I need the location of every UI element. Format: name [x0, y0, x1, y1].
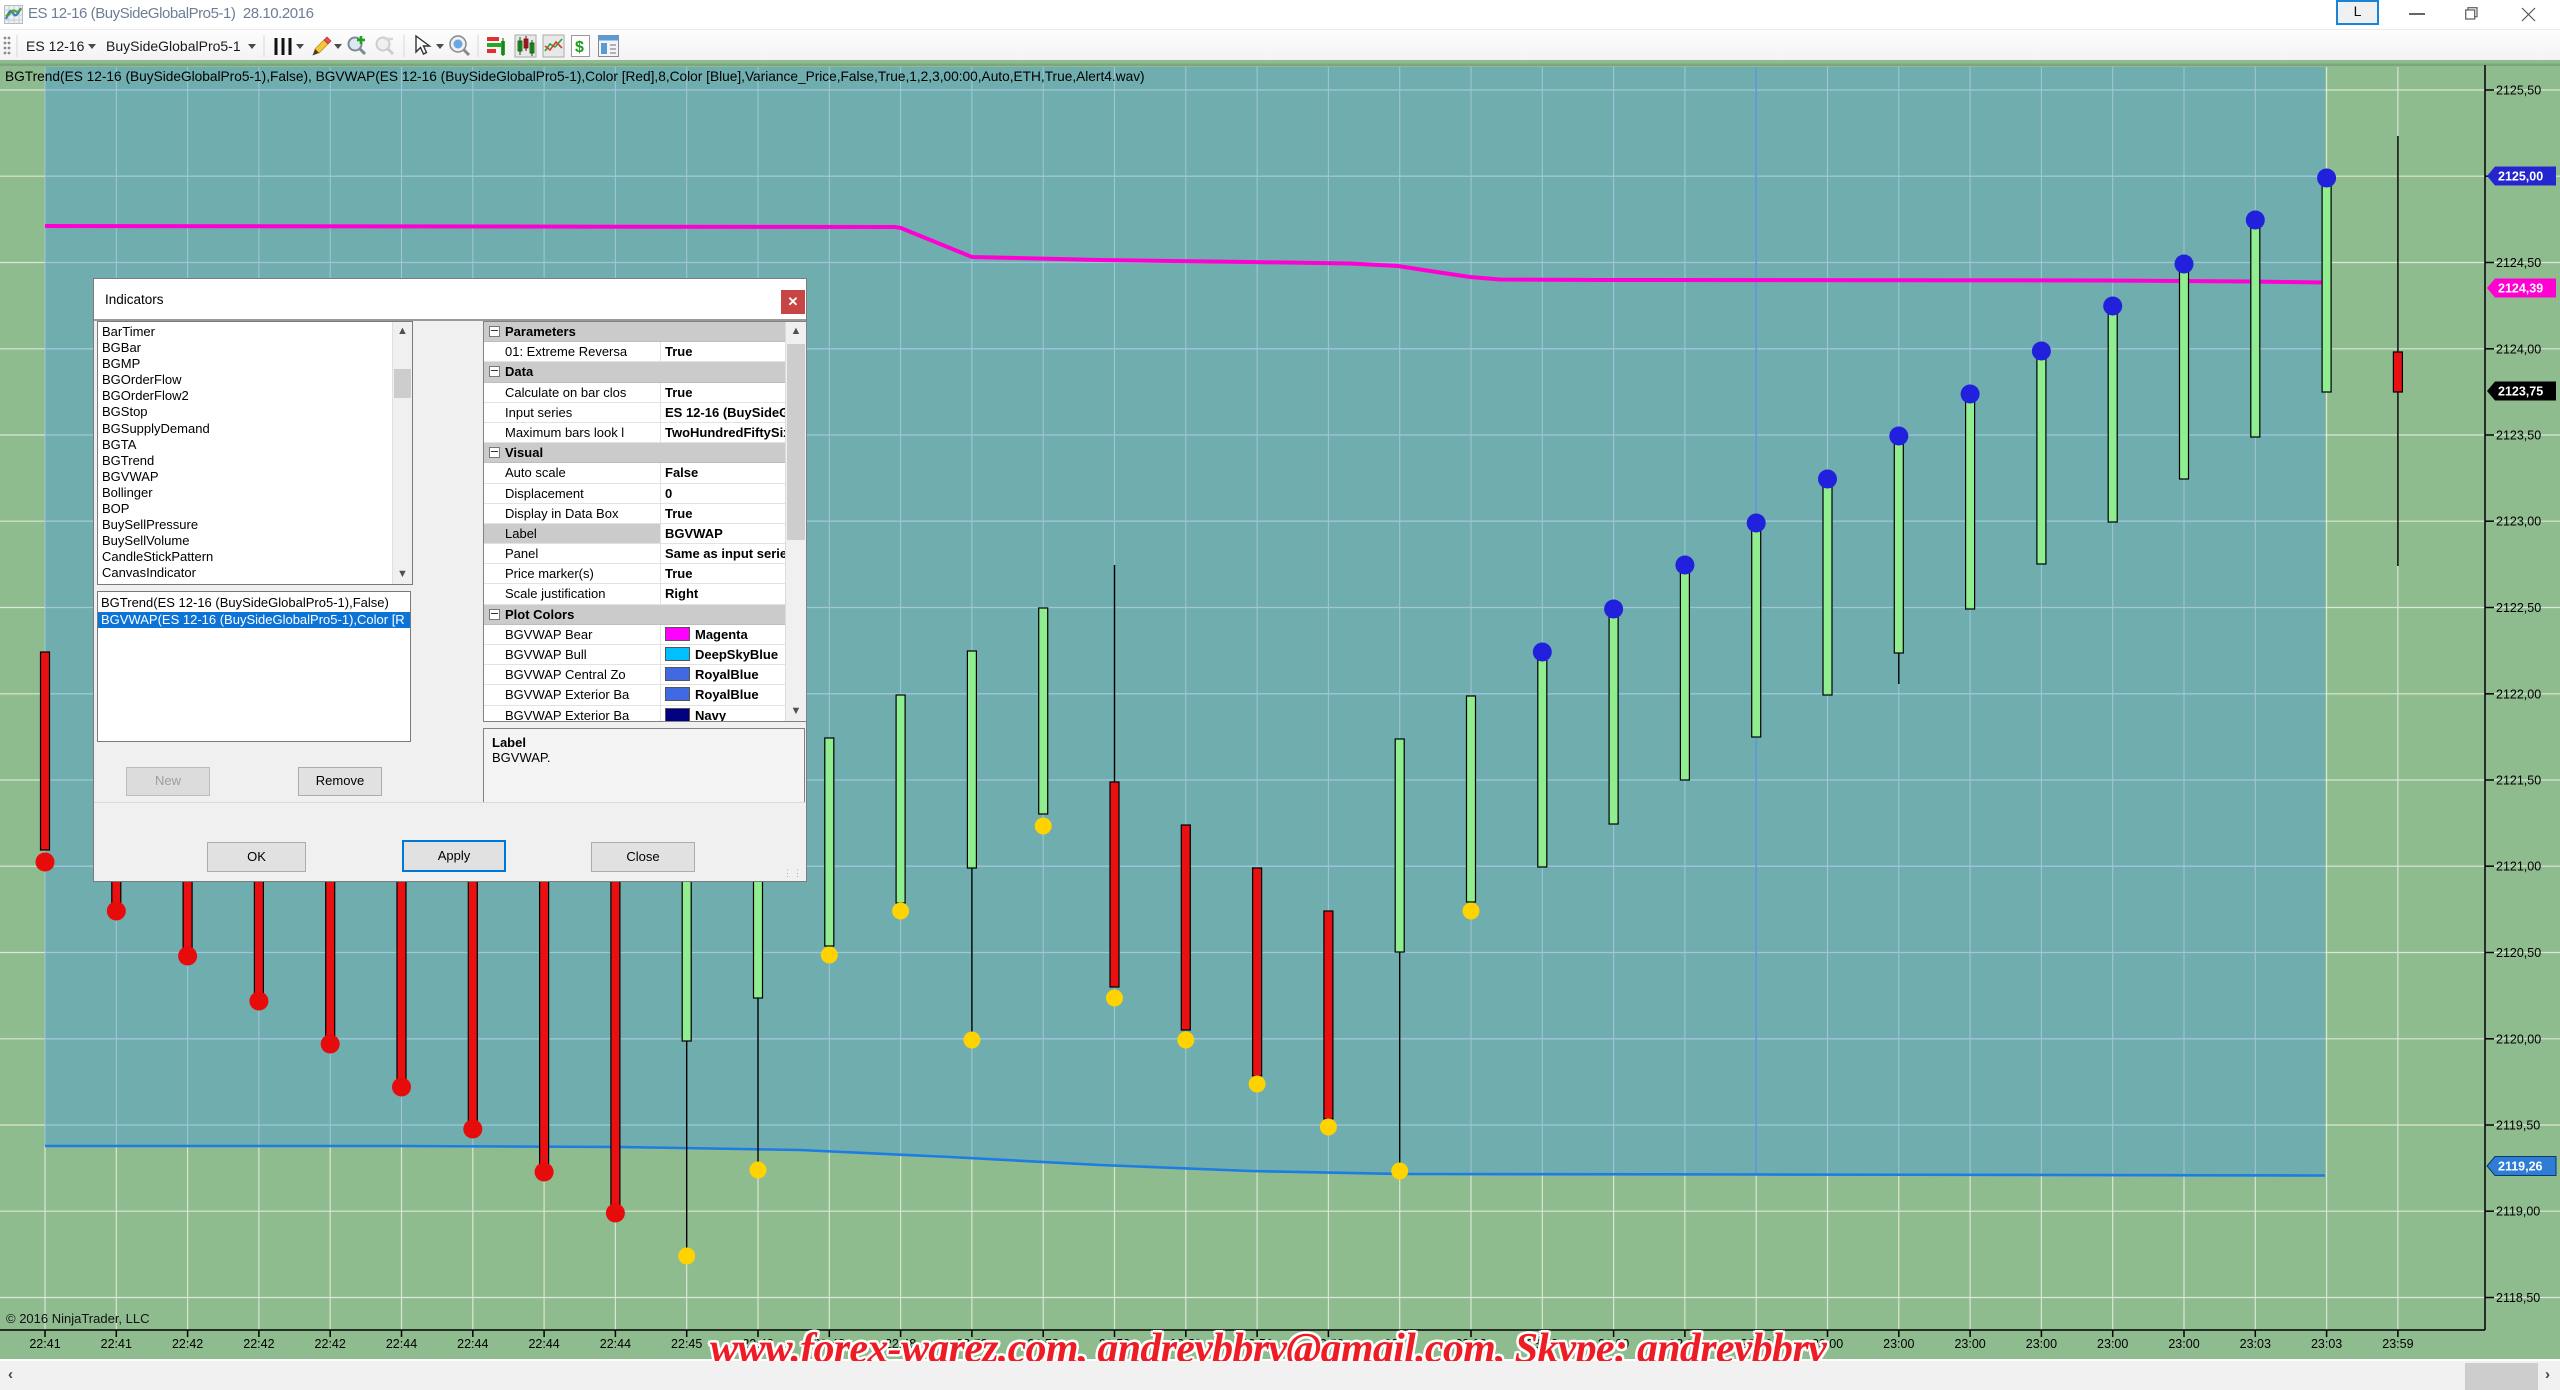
svg-text:2119,50: 2119,50: [2496, 1119, 2540, 1133]
svg-text:2122,50: 2122,50: [2496, 601, 2541, 615]
svg-text:23:00: 23:00: [1455, 1337, 1486, 1351]
svg-text:2123,75: 2123,75: [2498, 385, 2543, 399]
svg-text:22:48: 22:48: [885, 1337, 916, 1351]
svg-text:2124,50: 2124,50: [2496, 256, 2541, 270]
svg-text:23:00: 23:00: [1598, 1337, 1629, 1351]
svg-text:2125,50: 2125,50: [2496, 84, 2541, 98]
svg-text:$: $: [575, 39, 584, 56]
svg-text:23:00: 23:00: [2097, 1337, 2128, 1351]
svg-text:BGTrend(ES 12-16 (BuySideGloba: BGTrend(ES 12-16 (BuySideGlobalPro5-1),F…: [5, 69, 1145, 84]
svg-text:2122,00: 2122,00: [2496, 687, 2541, 701]
svg-text:23:00: 23:00: [1954, 1337, 1985, 1351]
svg-text:23:00: 23:00: [1669, 1337, 1700, 1351]
svg-text:22:44: 22:44: [528, 1337, 559, 1351]
svg-text:© 2016 NinjaTrader, LLC: © 2016 NinjaTrader, LLC: [6, 1311, 150, 1326]
svg-text:22:59: 22:59: [1241, 1337, 1272, 1351]
svg-text:22:44: 22:44: [457, 1337, 488, 1351]
svg-text:23:00: 23:00: [2168, 1337, 2199, 1351]
svg-text:23:00: 23:00: [1883, 1337, 1914, 1351]
svg-text:23:00: 23:00: [1384, 1337, 1415, 1351]
svg-text:23:03: 23:03: [2311, 1337, 2342, 1351]
svg-text:2121,50: 2121,50: [2496, 774, 2541, 788]
svg-text:2119,00: 2119,00: [2496, 1205, 2540, 1219]
svg-text:2123,50: 2123,50: [2496, 429, 2541, 443]
svg-text:22:44: 22:44: [600, 1337, 631, 1351]
svg-text:22:59: 22:59: [1313, 1337, 1344, 1351]
svg-text:2120,00: 2120,00: [2496, 1032, 2541, 1046]
svg-text:2125,00: 2125,00: [2498, 170, 2543, 184]
svg-text:23:00: 23:00: [1741, 1337, 1772, 1351]
svg-text:22:58: 22:58: [1028, 1337, 1059, 1351]
svg-text:2124,39: 2124,39: [2498, 282, 2543, 296]
svg-text:22:41: 22:41: [29, 1337, 60, 1351]
svg-text:22:59: 22:59: [1170, 1337, 1201, 1351]
svg-text:22:52: 22:52: [956, 1337, 987, 1351]
svg-text:22:45: 22:45: [671, 1337, 702, 1351]
svg-text:22:59: 22:59: [1099, 1337, 1130, 1351]
svg-text:2118,50: 2118,50: [2496, 1291, 2540, 1305]
svg-text:2119,26: 2119,26: [2498, 1160, 2543, 1174]
svg-text:22:42: 22:42: [315, 1337, 346, 1351]
svg-text:22:42: 22:42: [243, 1337, 274, 1351]
svg-text:2123,00: 2123,00: [2496, 515, 2541, 529]
svg-text:23:03: 23:03: [2240, 1337, 2271, 1351]
svg-text:22:48: 22:48: [742, 1337, 773, 1351]
svg-text:22:48: 22:48: [814, 1337, 845, 1351]
svg-text:22:42: 22:42: [172, 1337, 203, 1351]
svg-text:2124,00: 2124,00: [2496, 342, 2541, 356]
svg-text:23:59: 23:59: [2382, 1337, 2413, 1351]
svg-text:22:41: 22:41: [101, 1337, 132, 1351]
svg-text:23:00: 23:00: [2026, 1337, 2057, 1351]
svg-text:2120,50: 2120,50: [2496, 946, 2541, 960]
svg-text:ES 12-16: ES 12-16: [26, 38, 85, 54]
svg-text:2121,00: 2121,00: [2496, 860, 2541, 874]
svg-text:23:00: 23:00: [1812, 1337, 1843, 1351]
svg-text:22:44: 22:44: [386, 1337, 417, 1351]
svg-text:23:00: 23:00: [1527, 1337, 1558, 1351]
svg-text:BuySideGlobalPro5-1: BuySideGlobalPro5-1: [106, 38, 241, 54]
